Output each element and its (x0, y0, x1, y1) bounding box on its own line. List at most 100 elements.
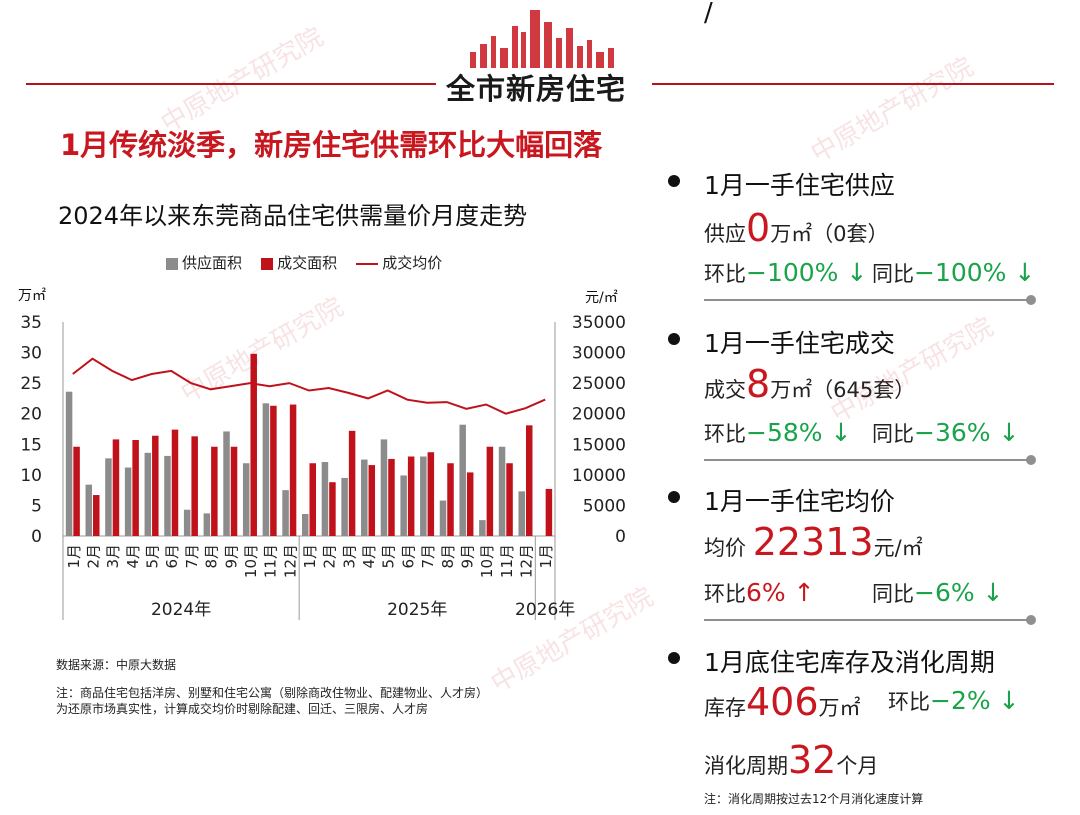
y-right-unit: 元/㎡ (585, 290, 618, 306)
headline: 1月传统淡季，新房住宅供需环比大幅回落 (60, 128, 603, 162)
deal-bar (112, 439, 120, 536)
y-left-tick-label: 25 (20, 374, 42, 394)
x-tick-label: 3月 (104, 544, 122, 569)
supply-bar (498, 446, 506, 536)
kpi-4-heading: 1月底住宅库存及消化周期 (704, 648, 995, 677)
kpi-3-heading: 1月一手住宅均价 (704, 487, 895, 516)
x-tick-label: 1月 (537, 544, 555, 569)
kpi-1-bullet (668, 175, 680, 187)
chart-legend: 供应面积 成交面积 成交均价 (166, 252, 456, 273)
deal-bar (73, 446, 80, 536)
kpi-4-cycle-unit: 个月 (836, 754, 879, 778)
kpi-4-mom: 环比−2% ↓ (888, 686, 1020, 716)
y-right-tick-label: 20000 (572, 405, 626, 425)
y-left-tick-label: 30 (20, 344, 42, 364)
kpi-1-mom-label: 环比 (704, 262, 746, 286)
kpi-1-main-prefix: 供应 (704, 222, 746, 246)
kpi-2-mom-label: 环比 (704, 422, 746, 446)
kpi-4-mom-value: −2% ↓ (930, 686, 1020, 715)
kpi-2-main-value: 8 (746, 362, 771, 406)
x-tick-label: 5月 (380, 544, 398, 569)
y-right-tick-label: 15000 (572, 435, 626, 455)
legend-supply-swatch (166, 257, 178, 270)
supply-bar (302, 513, 309, 536)
skyline-logo (470, 10, 614, 68)
y-right-tick-label: 5000 (583, 496, 626, 516)
kpi-2-yoy: 同比−36% ↓ (872, 418, 1019, 448)
kpi-4-main-unit: 万㎡ (818, 696, 861, 720)
supply-bar (439, 500, 447, 536)
deal-bar (289, 404, 297, 536)
supply-bar (262, 403, 270, 536)
deal-bar (211, 446, 218, 536)
deal-bar (447, 463, 454, 536)
kpi-1-yoy-value: −100% ↓ (914, 258, 1036, 287)
y-left-unit: 万㎡ (18, 288, 46, 304)
supply-bar (420, 456, 427, 536)
kpi-3-mom: 环比6% ↑ (704, 578, 815, 608)
kpi-2-mom: 环比−58% ↓ (704, 418, 851, 448)
legend-deal-label: 成交面积 (277, 254, 338, 272)
kpi-3-main-unit: 元/㎡ (873, 536, 923, 560)
deal-bar (132, 440, 139, 536)
supply-bar (479, 520, 486, 536)
legend-price-label: 成交均价 (382, 254, 443, 272)
supply-bar (105, 458, 112, 536)
kpi-1-main-value: 0 (746, 206, 771, 250)
year-label: 2026年 (515, 600, 575, 620)
note-line-2: 为还原市场真实性，计算成交均价时剔除配建、回迁、三限房、人才房 (56, 702, 429, 716)
deal-bar (191, 436, 198, 536)
header-rule-left (26, 83, 436, 85)
deal-bar (525, 425, 533, 536)
kpi-3-main-value: 22313 (752, 520, 874, 564)
supply-bar (380, 439, 388, 536)
kpi-3-mom-label: 环比 (704, 582, 746, 606)
supply-bar (321, 462, 329, 536)
corner-slash: / (704, 0, 713, 28)
kpi-1-divider-dot (1026, 295, 1036, 305)
deal-bar (388, 458, 395, 536)
supply-bar (203, 513, 211, 536)
deal-bar (506, 463, 513, 536)
supply-bar (341, 477, 348, 536)
x-tick-label: 11月 (498, 544, 516, 578)
x-tick-label: 10月 (242, 544, 260, 578)
supply-bar (164, 455, 171, 536)
note-line-1: 注：商品住宅包括洋房、别墅和住宅公寓（剔除商改住物业、配建物业、人才房） (56, 686, 489, 700)
deal-bar (348, 430, 356, 536)
deal-bar (368, 465, 376, 536)
x-tick-label: 12月 (281, 544, 299, 578)
y-left-tick-label: 20 (20, 405, 42, 425)
y-right-tick-label: 35000 (572, 313, 626, 333)
kpi-1-heading: 1月一手住宅供应 (704, 171, 895, 200)
kpi-1-divider (704, 299, 1030, 301)
kpi-3-mom-value: 6% ↑ (746, 578, 815, 607)
y-left-tick-label: 0 (31, 527, 42, 547)
kpi-2-main-prefix: 成交 (704, 378, 746, 402)
kpi-1-mom-value: −100% ↓ (746, 258, 868, 287)
deal-bar (270, 405, 277, 536)
kpi-4-mom-label: 环比 (888, 690, 930, 714)
x-tick-label: 12月 (517, 544, 535, 578)
price-line (72, 357, 546, 415)
kpi-4-footnote: 注：消化周期按过去12个月消化速度计算 (704, 792, 924, 806)
deal-bar (407, 456, 415, 536)
kpi-1-main: 供应0万㎡（0套） (704, 206, 889, 250)
y-right-tick-label: 0 (615, 527, 626, 547)
supply-bar (183, 509, 191, 536)
x-tick-label: 6月 (163, 544, 181, 569)
y-right-tick-label: 30000 (572, 344, 626, 364)
kpi-3-main-prefix: 均价 (704, 536, 753, 560)
kpi-2-divider (704, 459, 1030, 461)
x-tick-label: 4月 (124, 544, 142, 569)
kpi-4-main: 库存406万㎡ (704, 680, 861, 724)
kpi-4-cycle-value: 32 (788, 738, 837, 782)
kpi-3-main: 均价 22313元/㎡ (704, 520, 923, 564)
deal-bar (171, 429, 179, 536)
supply-bar (144, 452, 152, 536)
x-tick-label: 7月 (183, 544, 201, 569)
x-tick-label: 2月 (85, 544, 103, 569)
supply-bar (459, 424, 466, 536)
y-left-tick-label: 5 (31, 496, 42, 516)
year-label: 2024年 (151, 600, 211, 620)
